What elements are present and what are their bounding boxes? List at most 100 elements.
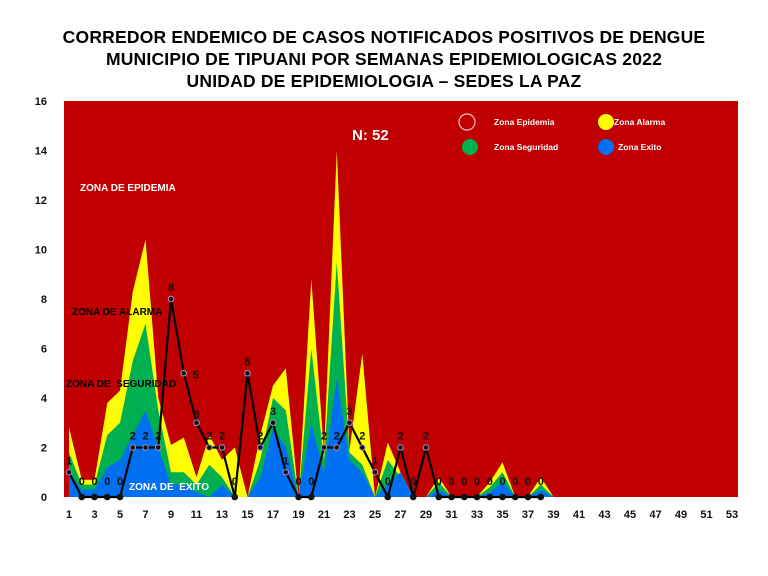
- zona-seguridad-area: [69, 261, 554, 497]
- x-tick-label: 7: [142, 509, 148, 521]
- casos-point: [78, 493, 86, 501]
- casos-data-label: 0: [525, 476, 531, 488]
- casos-data-label: 0: [538, 476, 544, 488]
- zona-alarma-legend-label: Zona Alarma: [614, 117, 665, 127]
- casos-point: [537, 493, 545, 501]
- casos-point: [231, 493, 239, 501]
- chart-subtitle-2: UNIDAD DE EPIDEMIOLOGIA – SEDES LA PAZ: [186, 71, 582, 91]
- casos-point: [65, 468, 73, 476]
- y-tick-label: 4: [41, 393, 48, 405]
- casos-data-label: 2: [257, 431, 263, 443]
- x-tick-label: 31: [445, 509, 457, 521]
- casos-point: [116, 493, 124, 501]
- x-tick-label: 33: [471, 509, 483, 521]
- casos-point: [486, 493, 494, 501]
- casos-data-label: 2: [130, 431, 136, 443]
- x-tick-label: 13: [216, 509, 228, 521]
- x-tick-label: 11: [191, 509, 203, 521]
- x-tick-label: 41: [573, 509, 585, 521]
- casos-data-label: 0: [512, 476, 518, 488]
- casos-data-label: 2: [423, 431, 429, 443]
- zona-alarma-label: ZONA DE ALARMA: [72, 307, 162, 318]
- x-tick-label: 3: [91, 509, 97, 521]
- casos-point: [409, 493, 417, 501]
- zona-seguridad-label: ZONA DE SEGURIDAD: [66, 379, 176, 390]
- casos-point: [103, 493, 111, 501]
- casos-data-label: 2: [359, 431, 365, 443]
- x-tick-label: 47: [649, 509, 661, 521]
- zona-epidemia-label: ZONA DE EPIDEMIA: [80, 183, 176, 194]
- y-tick-label: 2: [41, 443, 47, 455]
- y-tick-label: 16: [35, 96, 47, 108]
- casos-data-label: 0: [410, 476, 416, 488]
- x-tick-label: 37: [522, 509, 534, 521]
- casos-data-label: 8: [168, 282, 174, 294]
- casos-data-label: 0: [91, 476, 97, 488]
- y-tick-label: 8: [41, 294, 47, 306]
- casos-data-label: 2: [206, 431, 212, 443]
- y-tick-label: 6: [41, 344, 47, 356]
- zona-exito-area: [69, 378, 554, 497]
- x-tick-label: 51: [700, 509, 712, 521]
- x-tick-label: 5: [117, 509, 123, 521]
- casos-point: [129, 444, 137, 451]
- casos-point: [524, 493, 532, 501]
- casos-data-label: 2: [321, 431, 327, 443]
- casos-point: [346, 419, 353, 427]
- x-tick-label: 39: [547, 509, 559, 521]
- casos-point: [333, 444, 341, 451]
- chart-subtitle: MUNICIPIO DE TIPUANI POR SEMANAS EPIDEMI…: [105, 49, 663, 69]
- y-tick-label: 0: [41, 492, 47, 504]
- casos-data-label: 0: [436, 476, 442, 488]
- casos-point: [422, 444, 430, 451]
- zona-alarma-area: [69, 150, 554, 497]
- casos-point: [269, 419, 277, 427]
- x-tick-label: 19: [292, 509, 304, 521]
- casos-data-label: 2: [397, 431, 403, 443]
- casos-point: [167, 295, 175, 303]
- casos-data-label: 2: [142, 431, 148, 443]
- casos-point: [244, 369, 251, 377]
- legend: Zona Epidemia Zona Alarma Zona Seguridad Zo…: [458, 113, 665, 155]
- casos-data-label: 0: [499, 476, 505, 488]
- casos-data-label: 0: [79, 476, 85, 488]
- y-tick-label: 12: [35, 195, 47, 207]
- casos-point: [218, 444, 226, 451]
- casos-point: [282, 468, 290, 476]
- zona-seguridad-legend-label: Zona Seguridad: [494, 142, 558, 152]
- casos-point: [320, 444, 328, 451]
- x-tick-label: 15: [241, 509, 253, 521]
- casos-point: [358, 444, 366, 451]
- casos-point: [91, 493, 98, 501]
- x-tick-label: 53: [726, 509, 738, 521]
- casos-data-label: 3: [270, 406, 276, 418]
- x-tick-label: 29: [420, 509, 432, 521]
- casos-point: [499, 493, 506, 501]
- casos-data-label: 0: [487, 476, 493, 488]
- casos-data-label: 1: [372, 455, 378, 467]
- x-tick-label: 21: [318, 509, 330, 521]
- casos-data-label: 2: [155, 431, 161, 443]
- zona-alarma-legend-marker: [598, 114, 614, 130]
- casos-point: [205, 444, 213, 451]
- casos-point: [256, 444, 264, 451]
- casos-point: [307, 493, 315, 501]
- casos-data-label: 3: [346, 406, 352, 418]
- casos-data-label: 0: [385, 476, 391, 488]
- casos-point: [397, 444, 404, 451]
- x-tick-label: 27: [394, 509, 406, 521]
- casos-data-label: 0: [232, 476, 238, 488]
- x-tick-label: 49: [675, 509, 687, 521]
- casos-point: [511, 493, 519, 501]
- x-tick-label: 1: [66, 509, 72, 521]
- casos-data-label: 2: [219, 431, 225, 443]
- casos-point: [295, 493, 302, 501]
- y-tick-label: 10: [35, 245, 47, 257]
- casos-point: [384, 493, 392, 501]
- x-tick-label: 43: [598, 509, 610, 521]
- casos-data-label: 5: [244, 356, 250, 368]
- casos-data-label: 0: [117, 476, 123, 488]
- casos-point: [371, 468, 379, 476]
- casos-data-label: 0: [448, 476, 454, 488]
